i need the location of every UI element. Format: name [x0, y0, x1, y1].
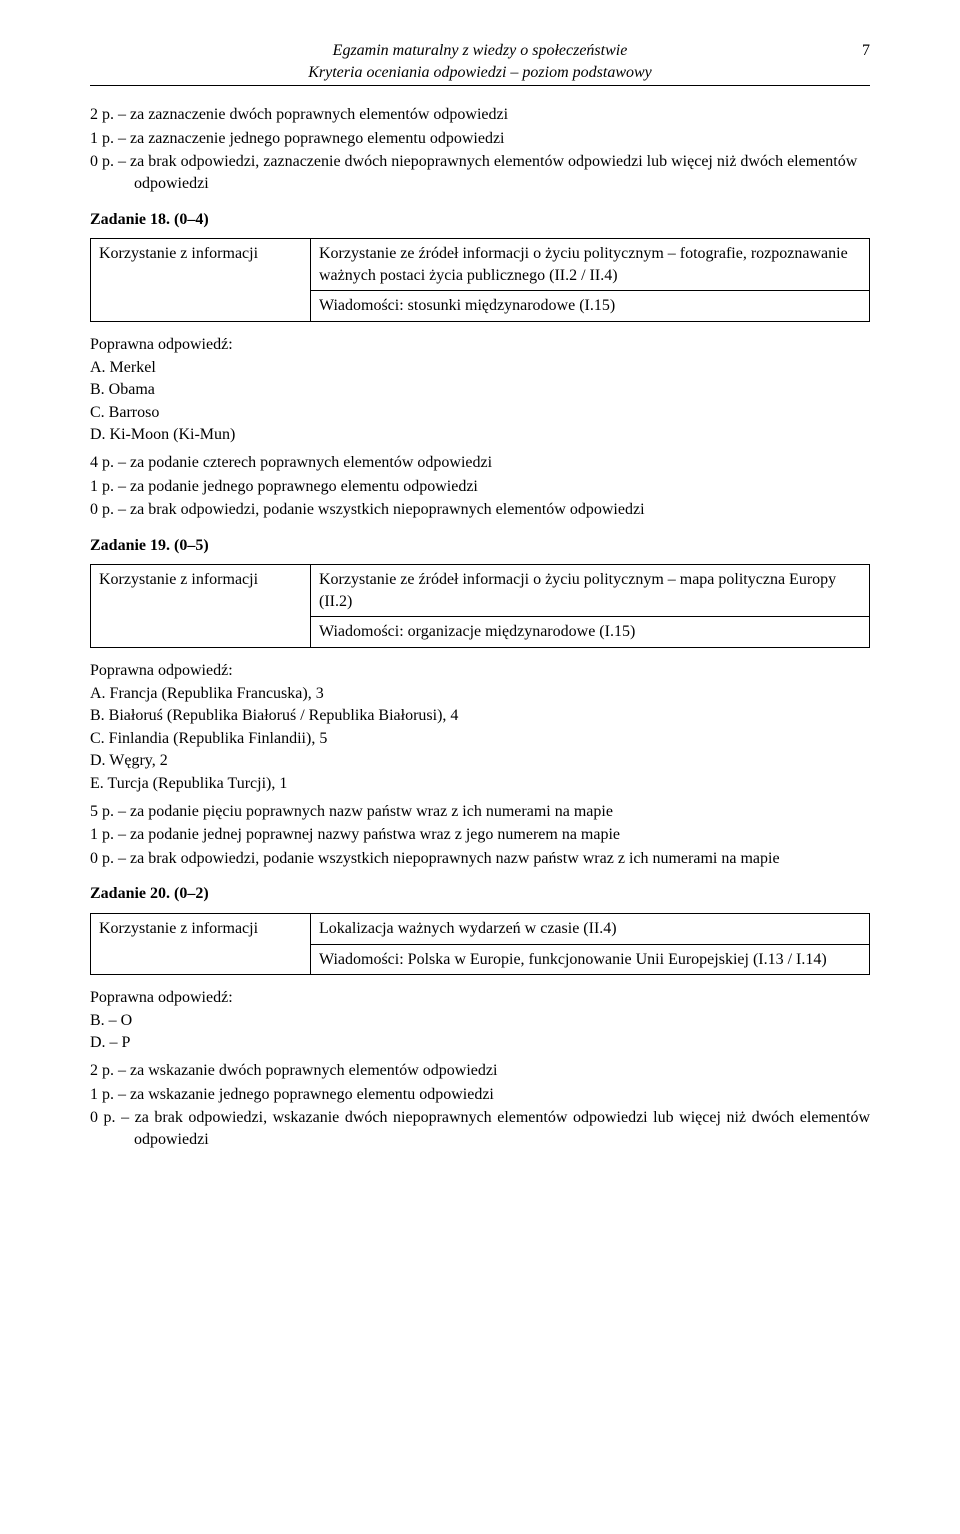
task18-scoring: 4 p. – za podanie czterech poprawnych el… — [90, 452, 870, 521]
score-line: 1 p. – za zaznaczenie jednego poprawnego… — [90, 128, 870, 150]
answer-a: A. Francja (Republika Francuska), 3 — [90, 683, 870, 705]
box-right-row1: Lokalizacja ważnych wydarzeń w czasie (I… — [311, 914, 870, 945]
score-line: 1 p. – za wskazanie jednego poprawnego e… — [90, 1084, 870, 1106]
score-line: 0 p. – za brak odpowiedzi, podanie wszys… — [90, 848, 870, 870]
box-right-row2: Wiadomości: organizacje międzynarodowe (… — [311, 617, 870, 648]
task20-correct: Poprawna odpowiedź: B. – O D. – P — [90, 987, 870, 1054]
correct-label: Poprawna odpowiedź: — [90, 334, 870, 356]
score-line: 1 p. – za podanie jednej poprawnej nazwy… — [90, 824, 870, 846]
page-number: 7 — [862, 40, 870, 62]
header-line-2: Kryteria oceniania odpowiedzi – poziom p… — [90, 62, 870, 84]
box-left-label: Korzystanie z informacji — [91, 914, 311, 975]
task-title-18: Zadanie 18. (0–4) — [90, 209, 870, 231]
score-line: 4 p. – za podanie czterech poprawnych el… — [90, 452, 870, 474]
page-header: Egzamin maturalny z wiedzy o społeczeńst… — [90, 40, 870, 86]
answer-d: D. – P — [90, 1032, 870, 1054]
answer-d: D. Węgry, 2 — [90, 750, 870, 772]
task18-box: Korzystanie z informacji Korzystanie ze … — [90, 238, 870, 322]
answer-a: A. Merkel — [90, 357, 870, 379]
task-title-19: Zadanie 19. (0–5) — [90, 535, 870, 557]
answer-c: C. Finlandia (Republika Finlandii), 5 — [90, 728, 870, 750]
correct-label: Poprawna odpowiedź: — [90, 660, 870, 682]
task19-box: Korzystanie z informacji Korzystanie ze … — [90, 564, 870, 648]
box-left-label: Korzystanie z informacji — [91, 565, 311, 648]
score-line: 0 p. – za brak odpowiedzi, podanie wszys… — [90, 499, 870, 521]
answer-e: E. Turcja (Republika Turcji), 1 — [90, 773, 870, 795]
box-right-row1: Korzystanie ze źródeł informacji o życiu… — [311, 565, 870, 617]
answer-b: B. Białoruś (Republika Białoruś / Republ… — [90, 705, 870, 727]
answer-b: B. – O — [90, 1010, 870, 1032]
task18-correct: Poprawna odpowiedź: A. Merkel B. Obama C… — [90, 334, 870, 446]
task19-correct: Poprawna odpowiedź: A. Francja (Republik… — [90, 660, 870, 795]
score-line: 5 p. – za podanie pięciu poprawnych nazw… — [90, 801, 870, 823]
score-line: 2 p. – za wskazanie dwóch poprawnych ele… — [90, 1060, 870, 1082]
score-line: 0 p. – za brak odpowiedzi, wskazanie dwó… — [90, 1107, 870, 1150]
header-line-1: Egzamin maturalny z wiedzy o społeczeńst… — [90, 40, 870, 62]
score-line: 2 p. – za zaznaczenie dwóch poprawnych e… — [90, 104, 870, 126]
box-right-row1: Korzystanie ze źródeł informacji o życiu… — [311, 239, 870, 291]
answer-d: D. Ki-Moon (Ki-Mun) — [90, 424, 870, 446]
answer-b: B. Obama — [90, 379, 870, 401]
intro-scoring: 2 p. – za zaznaczenie dwóch poprawnych e… — [90, 104, 870, 194]
box-right-row2: Wiadomości: stosunki międzynarodowe (I.1… — [311, 291, 870, 322]
box-left-label: Korzystanie z informacji — [91, 239, 311, 322]
task20-scoring: 2 p. – za wskazanie dwóch poprawnych ele… — [90, 1060, 870, 1150]
answer-c: C. Barroso — [90, 402, 870, 424]
score-line: 1 p. – za podanie jednego poprawnego ele… — [90, 476, 870, 498]
correct-label: Poprawna odpowiedź: — [90, 987, 870, 1009]
box-right-row2: Wiadomości: Polska w Europie, funkcjonow… — [311, 944, 870, 975]
task20-box: Korzystanie z informacji Lokalizacja waż… — [90, 913, 870, 975]
score-line: 0 p. – za brak odpowiedzi, zaznaczenie d… — [90, 151, 870, 194]
task19-scoring: 5 p. – za podanie pięciu poprawnych nazw… — [90, 801, 870, 870]
task-title-20: Zadanie 20. (0–2) — [90, 883, 870, 905]
